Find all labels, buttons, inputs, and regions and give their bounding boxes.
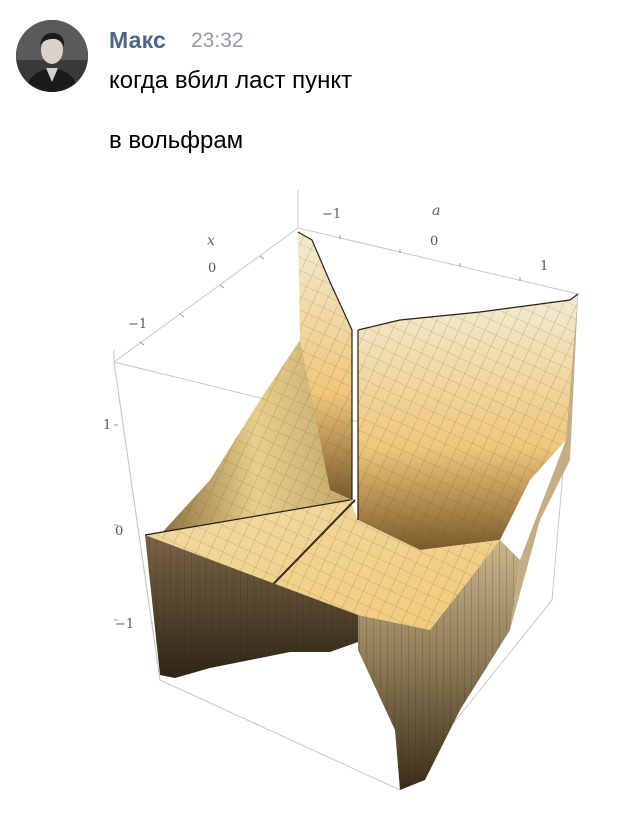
- z-tick-label: −1: [115, 617, 134, 632]
- avatar-photo: [16, 20, 88, 92]
- author-name[interactable]: Макс: [109, 27, 167, 53]
- message-text-line: в вольфрам: [109, 127, 244, 154]
- message-time: 23:32: [191, 29, 244, 52]
- axis-label-a: a: [432, 203, 440, 219]
- axis-ticks: [114, 235, 521, 621]
- axis-label-x: x: [207, 233, 215, 249]
- x-tick-label: −1: [128, 317, 147, 332]
- avatar[interactable]: [16, 20, 88, 92]
- a-tick-label: 0: [430, 234, 438, 249]
- surface-tail-right: [510, 294, 578, 630]
- a-tick-label: 1: [540, 259, 548, 274]
- a-tick-label: −1: [322, 207, 341, 222]
- message-text-line: когда вбил ласт пункт: [109, 67, 353, 94]
- x-tick-label: 0: [208, 261, 216, 276]
- z-tick-label: 1: [103, 418, 111, 433]
- surface-outline: [144, 231, 579, 536]
- attached-plot-image[interactable]: x a 0 −1 −1 0 1 1 0 −1: [100, 190, 600, 820]
- surface-plot-3d: x a 0 −1 −1 0 1 1 0 −1: [103, 190, 579, 791]
- z-tick-label: 0: [115, 524, 123, 539]
